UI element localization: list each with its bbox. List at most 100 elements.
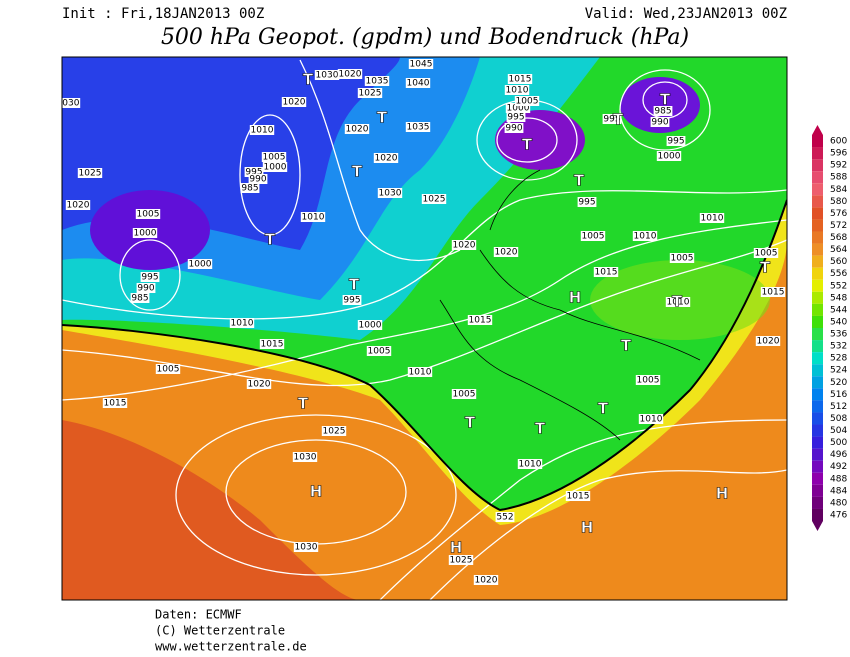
colorbar-label: 512	[830, 402, 847, 412]
pressure-center: T	[349, 276, 360, 294]
isobar-label: 1005	[453, 390, 476, 400]
isobar-label: 1005	[137, 210, 160, 220]
pressure-center: H	[581, 519, 594, 537]
label-box	[593, 267, 619, 277]
label-box	[357, 88, 383, 98]
label-box	[314, 70, 340, 80]
isobar-label: 1025	[323, 427, 346, 437]
label-box	[580, 231, 606, 241]
isobar-label: 1025	[79, 169, 102, 179]
colorbar-label: 520	[830, 378, 847, 388]
label-box	[760, 287, 786, 297]
colorbar-label: 488	[830, 474, 847, 484]
isobar-label: 1015	[762, 288, 785, 298]
pressure-center: T	[465, 414, 476, 432]
isobar-label: 1000	[507, 104, 530, 114]
isobar-label: 995	[245, 168, 262, 178]
isobar-label: 1035	[366, 77, 389, 87]
colorbar-top	[812, 124, 823, 135]
isobar-label: 1020	[339, 70, 362, 80]
isobar-label: 1010	[251, 126, 274, 136]
label-box	[366, 346, 392, 356]
map-labels: 1030102510201005100099599098510001010101…	[57, 59, 786, 586]
colorbar-label: 524	[830, 366, 847, 376]
pressure-center: T	[352, 163, 363, 181]
colorbar-label: 552	[830, 281, 847, 291]
colorbar-swatch	[812, 448, 823, 461]
map-title: 500 hPa Geopot. (gpdm) und Bodendruck (h…	[161, 25, 689, 50]
footer-source: Daten: ECMWF	[155, 608, 242, 622]
isobar-label: 1030	[294, 453, 317, 463]
isobar-label: 1015	[595, 268, 618, 278]
colorbar-swatch	[812, 328, 823, 341]
pressure-center: T	[621, 337, 632, 355]
label-box	[246, 379, 272, 389]
isobar-label: 995	[578, 198, 595, 208]
colorbar-label: 484	[830, 486, 847, 496]
colorbar-swatch	[812, 207, 823, 220]
isobar-label: 1005	[263, 153, 286, 163]
label-box	[653, 106, 673, 116]
colorbar-swatch	[812, 147, 823, 160]
label-box	[451, 389, 477, 399]
isobar-label: 1005	[671, 254, 694, 264]
isobar-label: 1010	[634, 232, 657, 242]
isobar-label: 1030	[57, 99, 80, 109]
pressure-center: T	[265, 231, 276, 249]
colorbar-label: 544	[830, 305, 847, 315]
colorbar-label: 528	[830, 354, 847, 364]
label-box	[514, 96, 540, 106]
label-box	[248, 174, 268, 184]
isobar-label: 1035	[407, 123, 430, 133]
colorbar-label: 476	[830, 511, 847, 521]
colorbar-label: 580	[830, 197, 847, 207]
label-box	[638, 414, 664, 424]
colorbar-label: 500	[830, 438, 847, 448]
colorbar-swatch	[812, 484, 823, 497]
isobar-label: 1045	[410, 60, 433, 70]
isobar-label: 1010	[302, 213, 325, 223]
label-box	[517, 459, 543, 469]
label-box	[262, 162, 288, 172]
label-box	[292, 452, 318, 462]
isobar-label: 1010	[506, 86, 529, 96]
label-box	[407, 367, 433, 377]
init-time: Init : Fri,18JAN2013 00Z	[62, 6, 264, 22]
isobar-label: 1010	[667, 298, 690, 308]
label-box	[493, 247, 519, 257]
label-box	[229, 318, 255, 328]
label-box	[602, 114, 622, 124]
label-box	[300, 212, 326, 222]
isobar-label: 1000	[134, 229, 157, 239]
label-box	[187, 259, 213, 269]
isobar-label: 1010	[640, 415, 663, 425]
footer-copyright: (C) Wetterzentrale	[155, 624, 285, 638]
isobar-label: 1005	[582, 232, 605, 242]
pressure-center: H	[569, 289, 582, 307]
colorbar-swatch	[812, 255, 823, 268]
pressure-center: T	[535, 420, 546, 438]
isobar-label: 1020	[757, 337, 780, 347]
isobar-label: 1020	[475, 576, 498, 586]
isobar-label: 1030	[379, 189, 402, 199]
colorbar-swatch	[812, 472, 823, 485]
isobar-label: 1010	[519, 460, 542, 470]
isobar-label: 1005	[755, 249, 778, 259]
colorbar-swatch	[812, 508, 823, 522]
isobar-label: 985	[241, 184, 258, 194]
colorbar-label: 600	[830, 137, 847, 147]
isobar-label: 1005	[157, 365, 180, 375]
colorbar-label: 536	[830, 330, 847, 340]
isobar-label: 1030	[316, 71, 339, 81]
colorbar-label: 560	[830, 257, 847, 267]
isobar-label: 1005	[516, 97, 539, 107]
label-box	[505, 103, 531, 113]
label-box	[293, 542, 319, 552]
colorbar-label: 496	[830, 450, 847, 460]
label-box	[405, 78, 431, 88]
isobar-label: 985	[131, 294, 148, 304]
pressure-center: T	[574, 172, 585, 190]
colorbar-label: 516	[830, 390, 847, 400]
pressure-center: T	[303, 71, 314, 89]
isobar-label: 1005	[637, 376, 660, 386]
